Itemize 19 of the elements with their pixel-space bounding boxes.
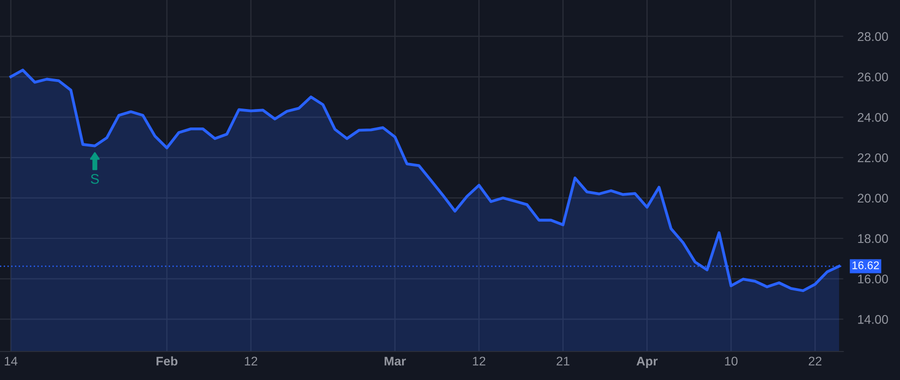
x-tick-label: Mar xyxy=(384,356,406,366)
y-tick-label: 14.00 xyxy=(858,314,888,324)
x-tick-label: Apr xyxy=(636,356,658,368)
x-tick-label: 21 xyxy=(556,356,570,366)
y-tick-label: 16.00 xyxy=(858,274,888,284)
y-tick-label: 18.00 xyxy=(858,234,888,244)
x-tick-label: 12 xyxy=(244,356,258,366)
y-tick-label: 26.00 xyxy=(858,72,888,82)
ref-line-label: 16.62 xyxy=(852,261,879,270)
x-tick-label: 10 xyxy=(725,356,738,366)
x-tick-label: 22 xyxy=(808,356,822,366)
x-tick-label: 14 xyxy=(4,356,18,366)
y-tick-label: 22.00 xyxy=(858,153,888,162)
y-tick-label: 24.00 xyxy=(858,112,888,122)
annotation: S xyxy=(90,174,99,184)
x-tick-label: 12 xyxy=(472,356,486,366)
y-tick-label: 28.00 xyxy=(858,32,888,42)
x-tick-label: Feb xyxy=(156,356,178,366)
y-tick-label: 20.00 xyxy=(858,194,888,203)
